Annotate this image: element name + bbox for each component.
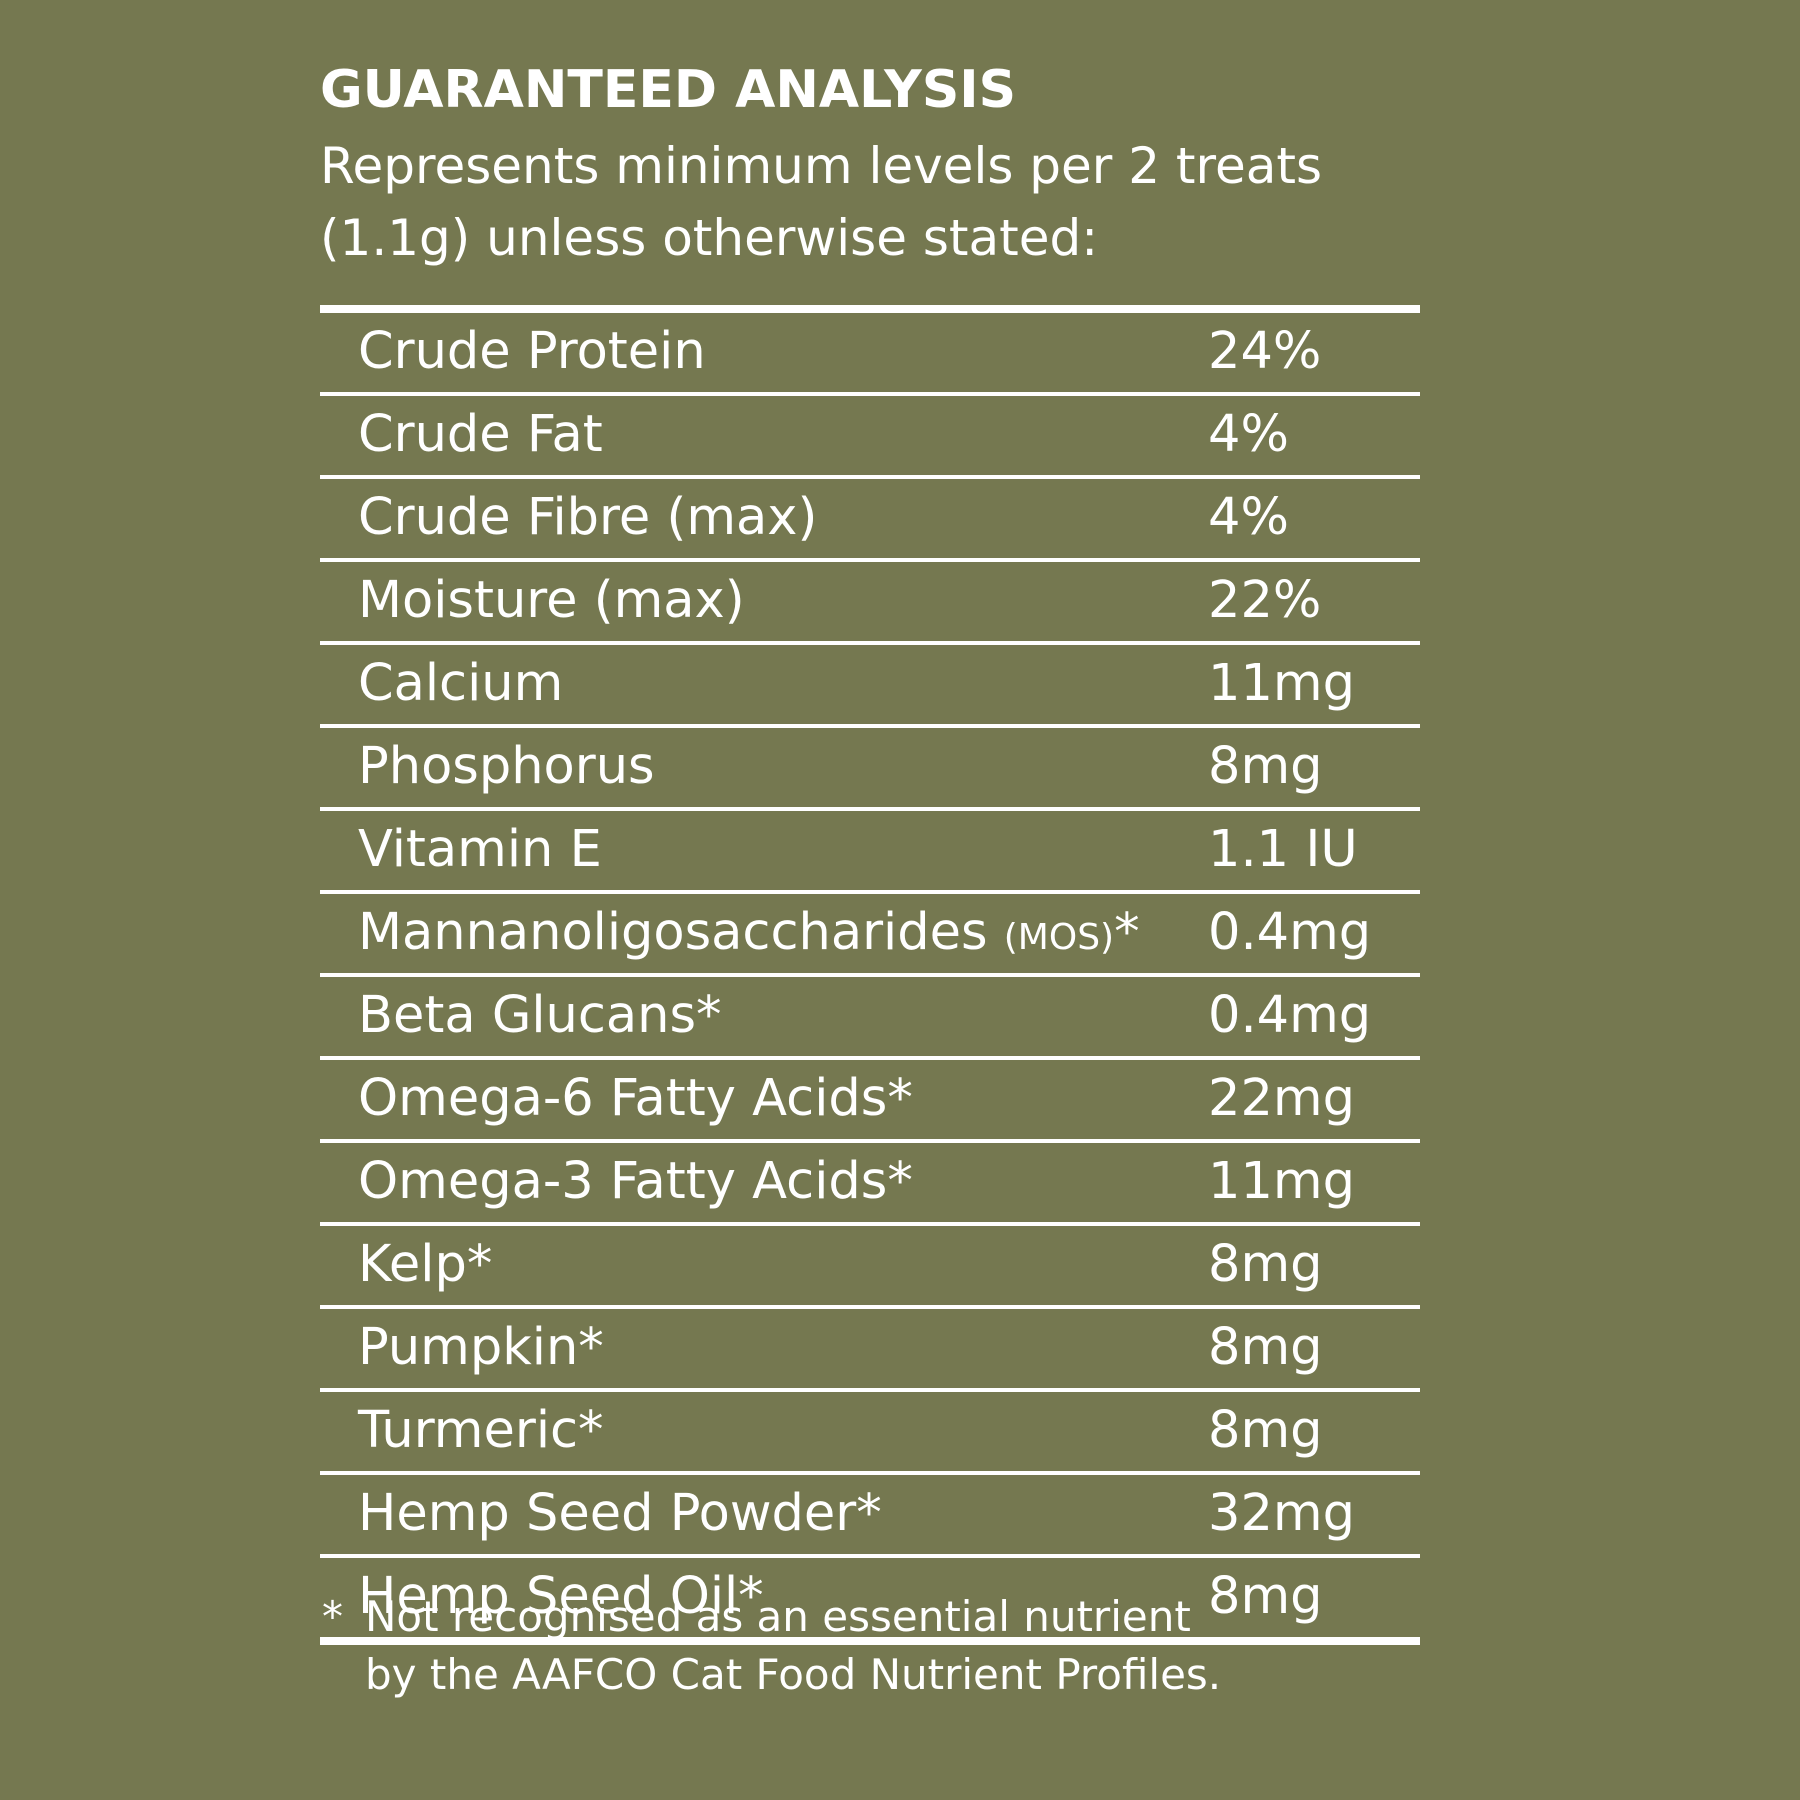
table-row: Crude Fibre (max) 4% [320,479,1420,562]
table-row: Vitamin E 1.1 IU [320,811,1420,894]
row-label: Turmeric* [358,1401,604,1460]
subtitle: Represents minimum levels per 2 treats (… [320,130,1420,274]
row-value: 4% [1208,488,1289,547]
table-row: Hemp Seed Powder* 32mg [320,1475,1420,1558]
row-value: 8mg [1208,1318,1323,1377]
row-value: 22mg [1208,1069,1355,1128]
row-label: Moisture (max) [358,571,745,630]
row-value: 8mg [1208,1401,1323,1460]
row-label: Omega-3 Fatty Acids* [358,1152,913,1211]
row-value: 8mg [1208,1567,1323,1626]
row-label-main: Mannanoligosaccharides [358,903,1004,962]
footnote-asterisk: * [322,1592,343,1641]
analysis-table: Crude Protein 24% Crude Fat 4% Crude Fib… [320,305,1420,1645]
row-label-asterisk: * [1114,903,1140,962]
footnote-line-2: by the AAFCO Cat Food Nutrient Profiles. [365,1650,1222,1699]
page-title: GUARANTEED ANALYSIS [320,60,1017,120]
row-label: Crude Fibre (max) [358,488,818,547]
row-value: 0.4mg [1208,903,1372,962]
row-value: 24% [1208,322,1322,381]
subtitle-line-2: (1.1g) unless otherwise stated: [320,209,1099,267]
row-label: Pumpkin* [358,1318,604,1377]
table-row: Crude Fat 4% [320,396,1420,479]
row-label: Vitamin E [358,820,602,879]
table-row: Crude Protein 24% [320,313,1420,396]
table-row: Calcium 11mg [320,645,1420,728]
row-label: Calcium [358,654,564,713]
row-label: Phosphorus [358,737,655,796]
row-value: 11mg [1208,1152,1355,1211]
row-label: Hemp Seed Oil* [358,1567,764,1626]
table-row: Omega-3 Fatty Acids* 11mg [320,1143,1420,1226]
row-value: 0.4mg [1208,986,1372,1045]
table-row: Phosphorus 8mg [320,728,1420,811]
footnote-text: Not recognised as an essential nutrient … [365,1588,1221,1704]
row-value: 4% [1208,405,1289,464]
row-value: 22% [1208,571,1322,630]
subtitle-line-1: Represents minimum levels per 2 treats [320,137,1323,195]
row-label: Crude Protein [358,322,706,381]
row-label: Crude Fat [358,405,603,464]
row-value: 11mg [1208,654,1355,713]
row-label: Kelp* [358,1235,493,1294]
table-row: Pumpkin* 8mg [320,1309,1420,1392]
row-label: Omega-6 Fatty Acids* [358,1069,913,1128]
row-label: Hemp Seed Powder* [358,1484,882,1543]
table-row: Turmeric* 8mg [320,1392,1420,1475]
row-label: Mannanoligosaccharides (MOS)* [358,902,1140,969]
row-value: 8mg [1208,1235,1323,1294]
row-label-abbrev: (MOS) [1003,917,1115,958]
row-value: 8mg [1208,737,1323,796]
table-row: Mannanoligosaccharides (MOS)* 0.4mg [320,894,1420,977]
table-row: Beta Glucans* 0.4mg [320,977,1420,1060]
row-value: 32mg [1208,1484,1355,1543]
table-row: Moisture (max) 22% [320,562,1420,645]
table-row: Kelp* 8mg [320,1226,1420,1309]
row-label: Beta Glucans* [358,986,722,1045]
guaranteed-analysis-panel: GUARANTEED ANALYSIS Represents minimum l… [320,60,1420,1645]
table-row: Omega-6 Fatty Acids* 22mg [320,1060,1420,1143]
row-value: 1.1 IU [1208,820,1358,879]
table-row: Hemp Seed Oil* 8mg [320,1558,1420,1637]
footnote-line-1: Not recognised as an essential nutrient [365,1592,1191,1641]
